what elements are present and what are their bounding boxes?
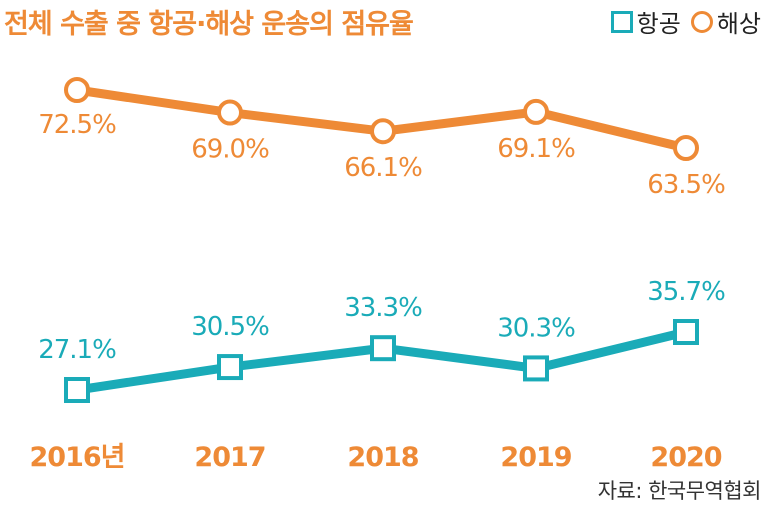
point-marker-air-1 — [217, 354, 243, 381]
data-label-sea-1: 69.0% — [191, 135, 269, 165]
data-label-air-3: 30.3% — [497, 313, 575, 343]
point-marker-air-4 — [673, 319, 699, 345]
chart-title: 전체 수출 중 항공·해상 운송의 점유율 — [4, 9, 414, 40]
point-marker-sea-2 — [370, 118, 396, 145]
data-label-air-4: 35.7% — [647, 277, 725, 307]
legend-label-sea: 해상 — [716, 10, 761, 38]
point-marker-sea-1 — [217, 99, 243, 126]
source-note: 자료: 한국무역협회 — [597, 479, 762, 503]
x-tick-label-3: 2019 — [500, 442, 571, 473]
data-label-air-1: 30.5% — [191, 312, 269, 342]
data-label-air-2: 33.3% — [344, 293, 422, 323]
x-tick-label-2: 2018 — [347, 442, 418, 473]
data-label-sea-2: 66.1% — [344, 153, 422, 183]
data-label-air-0: 27.1% — [38, 335, 116, 365]
data-label-sea-4: 63.5% — [647, 170, 725, 200]
circle-marker-icon — [690, 10, 713, 33]
point-marker-sea-4 — [673, 135, 699, 161]
legend-label-air: 항공 — [636, 10, 681, 38]
legend-item-air: 항공 — [610, 4, 681, 39]
square-marker-icon — [610, 10, 633, 33]
point-marker-sea-3 — [523, 98, 549, 125]
point-marker-air-2 — [370, 335, 396, 362]
legend-item-sea: 해상 — [690, 4, 761, 39]
data-label-sea-0: 72.5% — [38, 110, 116, 140]
legend: 항공 해상 — [601, 4, 761, 39]
x-tick-label-1: 2017 — [194, 442, 265, 473]
data-label-sea-3: 69.1% — [497, 134, 575, 164]
x-tick-label-0: 2016년 — [30, 442, 125, 473]
point-marker-sea-0 — [64, 77, 90, 103]
point-marker-air-3 — [523, 355, 549, 382]
point-marker-air-0 — [64, 377, 90, 403]
x-tick-label-4: 2020 — [650, 442, 721, 473]
